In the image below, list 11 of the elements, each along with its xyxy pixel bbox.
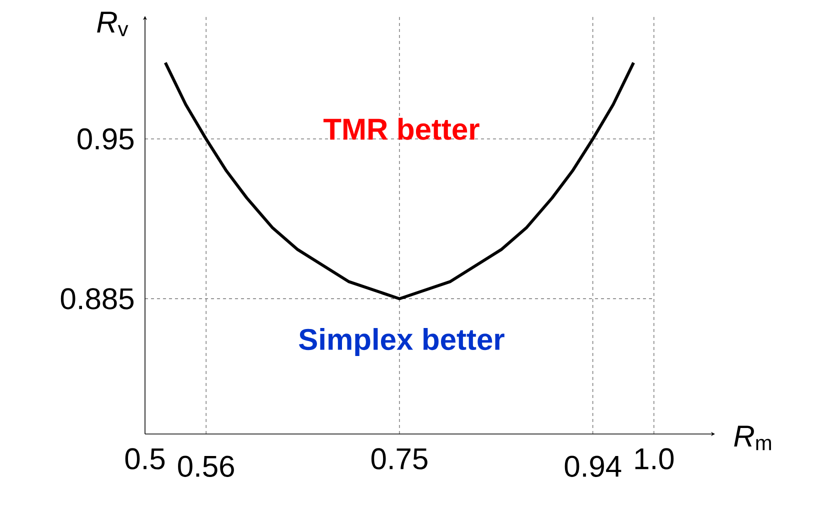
y-tick-label: 0.95: [78, 128, 134, 150]
x-tick-label: 0.94: [564, 456, 622, 477]
x-tick-label: 0.75: [371, 448, 428, 470]
annotation: TMR better: [323, 118, 480, 140]
annotation: Simplex better: [298, 328, 504, 356]
x-axis-title: R$_{m}$: [734, 426, 771, 450]
y-axis-title: R$_{v}$: [97, 12, 128, 36]
x-tick-label: 0.56: [178, 456, 234, 477]
x-tick-label: 0.5: [125, 448, 165, 470]
y-tick-label: 0.885: [60, 288, 134, 310]
x-tick-label: 1.0: [635, 448, 674, 470]
